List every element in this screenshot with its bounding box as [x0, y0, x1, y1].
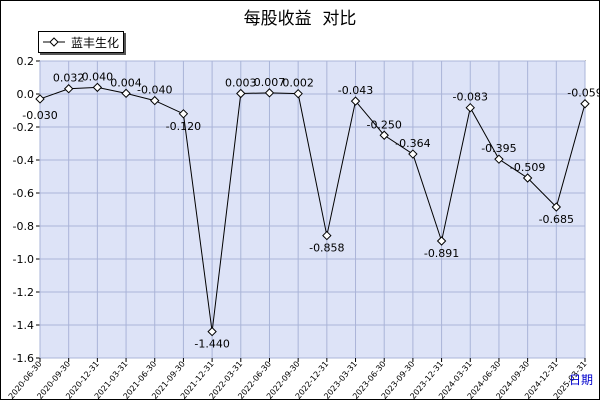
data-label: -0.395: [481, 142, 516, 155]
y-tick-label: -0.8: [13, 220, 34, 233]
data-label: 0.003: [225, 77, 257, 90]
data-point-marker: [465, 102, 475, 113]
x-axis-label: 日期: [569, 373, 593, 387]
data-point-marker: [379, 130, 389, 140]
series-line: [39, 86, 586, 332]
y-tick-label: 0.0: [17, 88, 35, 101]
legend-series-label: 蓝丰生化: [71, 35, 120, 50]
data-label: -0.509: [510, 161, 545, 174]
data-point-marker: [35, 94, 45, 104]
data-point-marker: [436, 236, 447, 246]
data-label: -0.083: [453, 91, 488, 104]
data-label: -0.043: [338, 84, 373, 97]
data-label: 0.007: [254, 76, 286, 89]
data-point-marker: [207, 326, 217, 337]
data-label: -0.030: [22, 109, 57, 122]
data-point-marker: [150, 95, 160, 106]
data-point-marker: [494, 154, 504, 164]
data-label: -0.120: [166, 120, 201, 133]
y-tick-label: -1.4: [13, 319, 34, 332]
data-point-marker: [121, 88, 131, 99]
plot-area: [39, 60, 586, 359]
data-point-marker: [580, 99, 590, 109]
data-point-marker: [236, 88, 246, 99]
data-label: -0.891: [424, 247, 459, 260]
data-point-marker: [551, 202, 562, 212]
y-tick-label: -1.6: [13, 352, 34, 365]
data-point-marker: [350, 96, 361, 106]
chart-title: 每股收益 对比: [243, 9, 357, 29]
data-label: 0.040: [82, 70, 114, 83]
data-point-marker: [322, 230, 332, 241]
legend-marker-icon: [43, 37, 65, 47]
legend: 蓝丰生化: [38, 31, 124, 53]
data-point-marker: [408, 149, 418, 159]
data-point-marker: [293, 88, 303, 99]
y-tick-label: -0.2: [13, 121, 34, 134]
data-label: -1.440: [194, 338, 229, 351]
data-point-marker: [63, 84, 74, 94]
data-label: -0.059: [567, 87, 600, 100]
y-tick-label: -0.4: [13, 154, 34, 167]
y-tick-label: -1.2: [13, 286, 34, 299]
y-tick-label: -1.0: [13, 253, 34, 266]
data-label: -0.685: [539, 213, 574, 226]
data-label: 0.004: [110, 76, 142, 89]
data-label: -0.364: [395, 137, 430, 150]
y-tick-label: 0.2: [17, 55, 35, 68]
y-tick-label: -0.6: [13, 187, 34, 200]
data-point-marker: [92, 82, 103, 93]
data-point-marker: [522, 173, 533, 183]
data-label: 0.032: [53, 72, 85, 85]
data-label: -0.040: [137, 84, 172, 97]
data-point-marker: [264, 88, 275, 98]
data-label: -0.858: [309, 242, 344, 255]
data-point-marker: [178, 109, 189, 119]
data-label: 0.002: [282, 77, 314, 90]
data-label: -0.250: [366, 118, 401, 131]
